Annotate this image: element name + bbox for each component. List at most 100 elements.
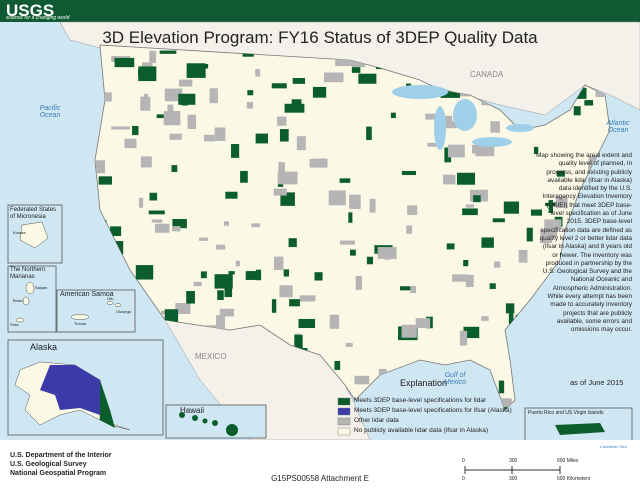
coverage-patch — [328, 190, 346, 206]
footer-id: G15PS00558 Attachment E — [271, 474, 369, 483]
coverage-patch — [217, 290, 224, 300]
inset-samoa: American Samoa — [60, 291, 114, 298]
coverage-patch — [339, 178, 351, 183]
coverage-patch — [366, 126, 372, 141]
coverage-patch — [350, 249, 356, 256]
coverage-patch — [548, 200, 554, 214]
coverage-patch — [178, 79, 193, 87]
coverage-patch — [473, 195, 481, 203]
coverage-patch — [186, 291, 195, 304]
coverage-patch — [171, 165, 178, 173]
scale-km-label: 0 — [462, 476, 465, 482]
legend-label: Meets 3DEP base-level specifications for… — [354, 397, 487, 404]
inset-caribbean: Caribbean Sea — [600, 444, 627, 449]
coverage-patch — [114, 57, 135, 68]
tagline: science for a changing world — [6, 15, 70, 21]
coverage-patch — [203, 134, 215, 142]
inset-tutuila: Tutuila — [74, 321, 86, 326]
label-gulf: Gulf of Mexico — [443, 372, 467, 386]
coverage-patch — [251, 223, 261, 228]
coverage-patch — [526, 227, 533, 242]
description: Map showing the areal extent and quality… — [536, 152, 632, 334]
coverage-patch — [135, 265, 154, 280]
coverage-patch — [294, 334, 303, 349]
legend — [337, 397, 351, 436]
coverage-patch — [277, 116, 287, 126]
coverage-patch — [366, 256, 373, 265]
coverage-patch — [124, 138, 137, 149]
inset-olosega: Olosega — [116, 309, 131, 314]
coverage-patch — [446, 243, 455, 250]
coverage-patch — [456, 172, 476, 185]
coverage-patch — [490, 121, 500, 133]
coverage-patch — [498, 380, 505, 394]
coverage-patch — [95, 160, 105, 174]
coverage-patch — [209, 88, 218, 104]
title: 3D Elevation Program: FY16 Status of 3DE… — [102, 28, 538, 47]
legend-title: Explanation — [400, 378, 448, 388]
coverage-patch — [298, 318, 316, 329]
coverage-patch — [545, 202, 556, 206]
coverage-patch — [329, 314, 340, 329]
coverage-patch — [277, 171, 298, 185]
scale-km-label: 300 — [509, 476, 518, 482]
coverage-patch — [219, 308, 234, 317]
scale-mile-label: 300 — [509, 458, 518, 464]
coverage-patch — [246, 101, 254, 109]
coverage-patch — [427, 142, 438, 147]
coverage-patch — [556, 170, 565, 177]
date-note: as of June 2015 — [570, 378, 624, 387]
coverage-patch — [172, 218, 187, 229]
coverage-patch — [143, 93, 149, 106]
scale-mile-label: 0 — [462, 458, 465, 464]
puerto-rico — [555, 423, 605, 435]
coverage-patch — [378, 368, 387, 378]
scale-bar — [464, 466, 561, 474]
coverage-patch — [193, 281, 202, 287]
coverage-patch — [148, 210, 165, 215]
coverage-patch — [231, 144, 240, 158]
coverage-patch — [349, 194, 361, 209]
coverage-patch — [163, 111, 181, 126]
coverage-patch — [401, 324, 417, 338]
coverage-patch — [110, 226, 122, 236]
coverage-patch — [199, 237, 209, 241]
coverage-patch — [462, 208, 478, 216]
usgs-logo: USGS — [6, 1, 55, 20]
coverage-patch — [167, 319, 178, 323]
inset-micronesia: Federated States of Micronesia — [10, 207, 57, 220]
coverage-patch — [348, 212, 353, 223]
coverage-patch — [463, 326, 480, 339]
great-lakes — [392, 85, 534, 150]
coverage-patch — [279, 285, 293, 298]
coverage-patch — [154, 223, 170, 233]
coverage-patch — [159, 50, 177, 54]
coverage-patch — [399, 286, 412, 291]
coverage-patch — [444, 147, 452, 163]
inset-ofu: Ofu — [107, 296, 114, 301]
coverage-patch — [459, 330, 468, 346]
coverage-patch — [369, 198, 376, 213]
coverage-patch — [296, 136, 306, 151]
coverage-patch — [518, 249, 528, 263]
coverage-patch — [247, 90, 254, 96]
legend-swatch — [337, 397, 351, 406]
coverage-patch — [178, 93, 196, 105]
coverage-patch — [169, 133, 182, 140]
samoa-islands — [70, 301, 122, 320]
coverage-patch — [312, 86, 327, 98]
coverage-patch — [156, 114, 166, 119]
coverage-patch — [138, 197, 144, 208]
coverage-patch — [187, 114, 197, 130]
inset-hawaii: Hawaii — [180, 406, 205, 415]
coverage-patch — [228, 271, 235, 275]
scale-km-label: 600 Kilometers — [557, 476, 591, 482]
coverage-patch — [312, 158, 328, 168]
inset-kosrae: Kosrae — [13, 230, 26, 235]
coverage-patch — [138, 66, 157, 82]
kosrae — [19, 221, 49, 249]
coverage-patch — [164, 88, 183, 102]
coverage-patch — [215, 244, 226, 250]
label-canada: CANADA — [470, 70, 504, 79]
